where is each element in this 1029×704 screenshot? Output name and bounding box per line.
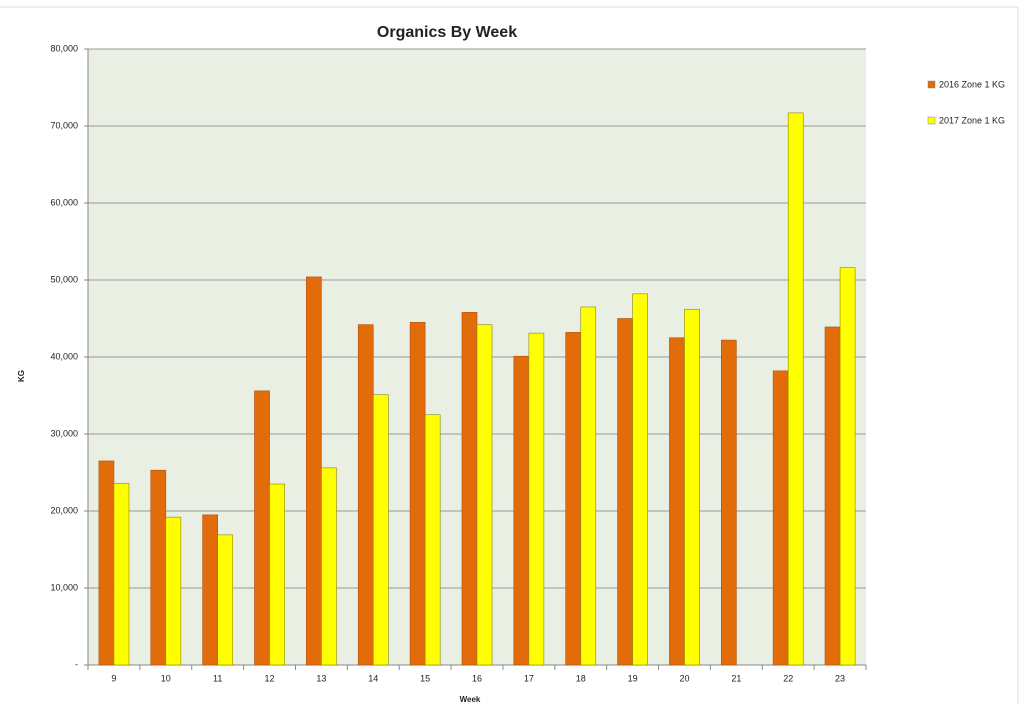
x-tick-label: 17 [524,673,534,683]
chart-title: Organics By Week [377,24,517,41]
legend-label: 2016 Zone 1 KG [939,79,1005,89]
y-tick-label: 30,000 [50,428,78,438]
y-tick-label: 80,000 [50,43,78,53]
bar [306,276,322,666]
bar [824,326,841,666]
bar [476,324,493,666]
bar [321,467,337,666]
y-tick-label: 70,000 [50,120,78,130]
bar [269,483,285,666]
bar [772,370,789,666]
x-tick-label: 13 [316,673,326,683]
x-tick-label: 23 [835,673,845,683]
bar [617,318,633,666]
y-tick-label: 20,000 [50,505,78,515]
y-tick-label: - [75,659,78,669]
x-tick-label: 16 [472,673,482,683]
bar [254,390,270,666]
x-tick-label: 11 [213,673,222,683]
x-tick-label: 18 [576,673,586,683]
bar [461,312,478,666]
legend-swatch [927,116,936,125]
bar [165,516,182,666]
bar [787,112,804,666]
x-tick-label: 12 [265,673,275,683]
x-tick-label: 20 [679,673,689,683]
x-tick-label: 15 [420,673,430,683]
bar [357,324,374,666]
x-tick-label: 14 [368,673,378,683]
x-tick-label: 22 [783,673,793,683]
y-axis-title: KG [17,370,26,382]
bar [684,308,700,666]
bar [98,460,115,666]
x-tick-label: 21 [731,673,741,683]
bar [720,339,737,666]
legend-label: 2017 Zone 1 KG [939,115,1005,125]
y-tick-label: 10,000 [50,582,78,592]
x-tick-label: 9 [111,673,116,683]
bar [113,482,130,666]
bar [513,355,530,666]
x-tick-label: 19 [628,673,638,683]
bar [424,414,441,666]
bar [528,332,545,666]
x-axis-title: Week [460,695,481,704]
bar [580,306,597,666]
bar [150,469,167,666]
bar [372,394,389,666]
bar [669,337,685,666]
bar [565,332,582,666]
legend-swatch [927,80,936,89]
bar [839,267,856,666]
y-tick-label: 50,000 [50,274,78,284]
bar [202,514,218,666]
x-tick-label: 10 [161,673,171,683]
y-tick-label: 60,000 [50,197,78,207]
y-tick-label: 40,000 [50,351,78,361]
bar [409,322,426,666]
bar [632,293,648,666]
bar [217,534,234,666]
